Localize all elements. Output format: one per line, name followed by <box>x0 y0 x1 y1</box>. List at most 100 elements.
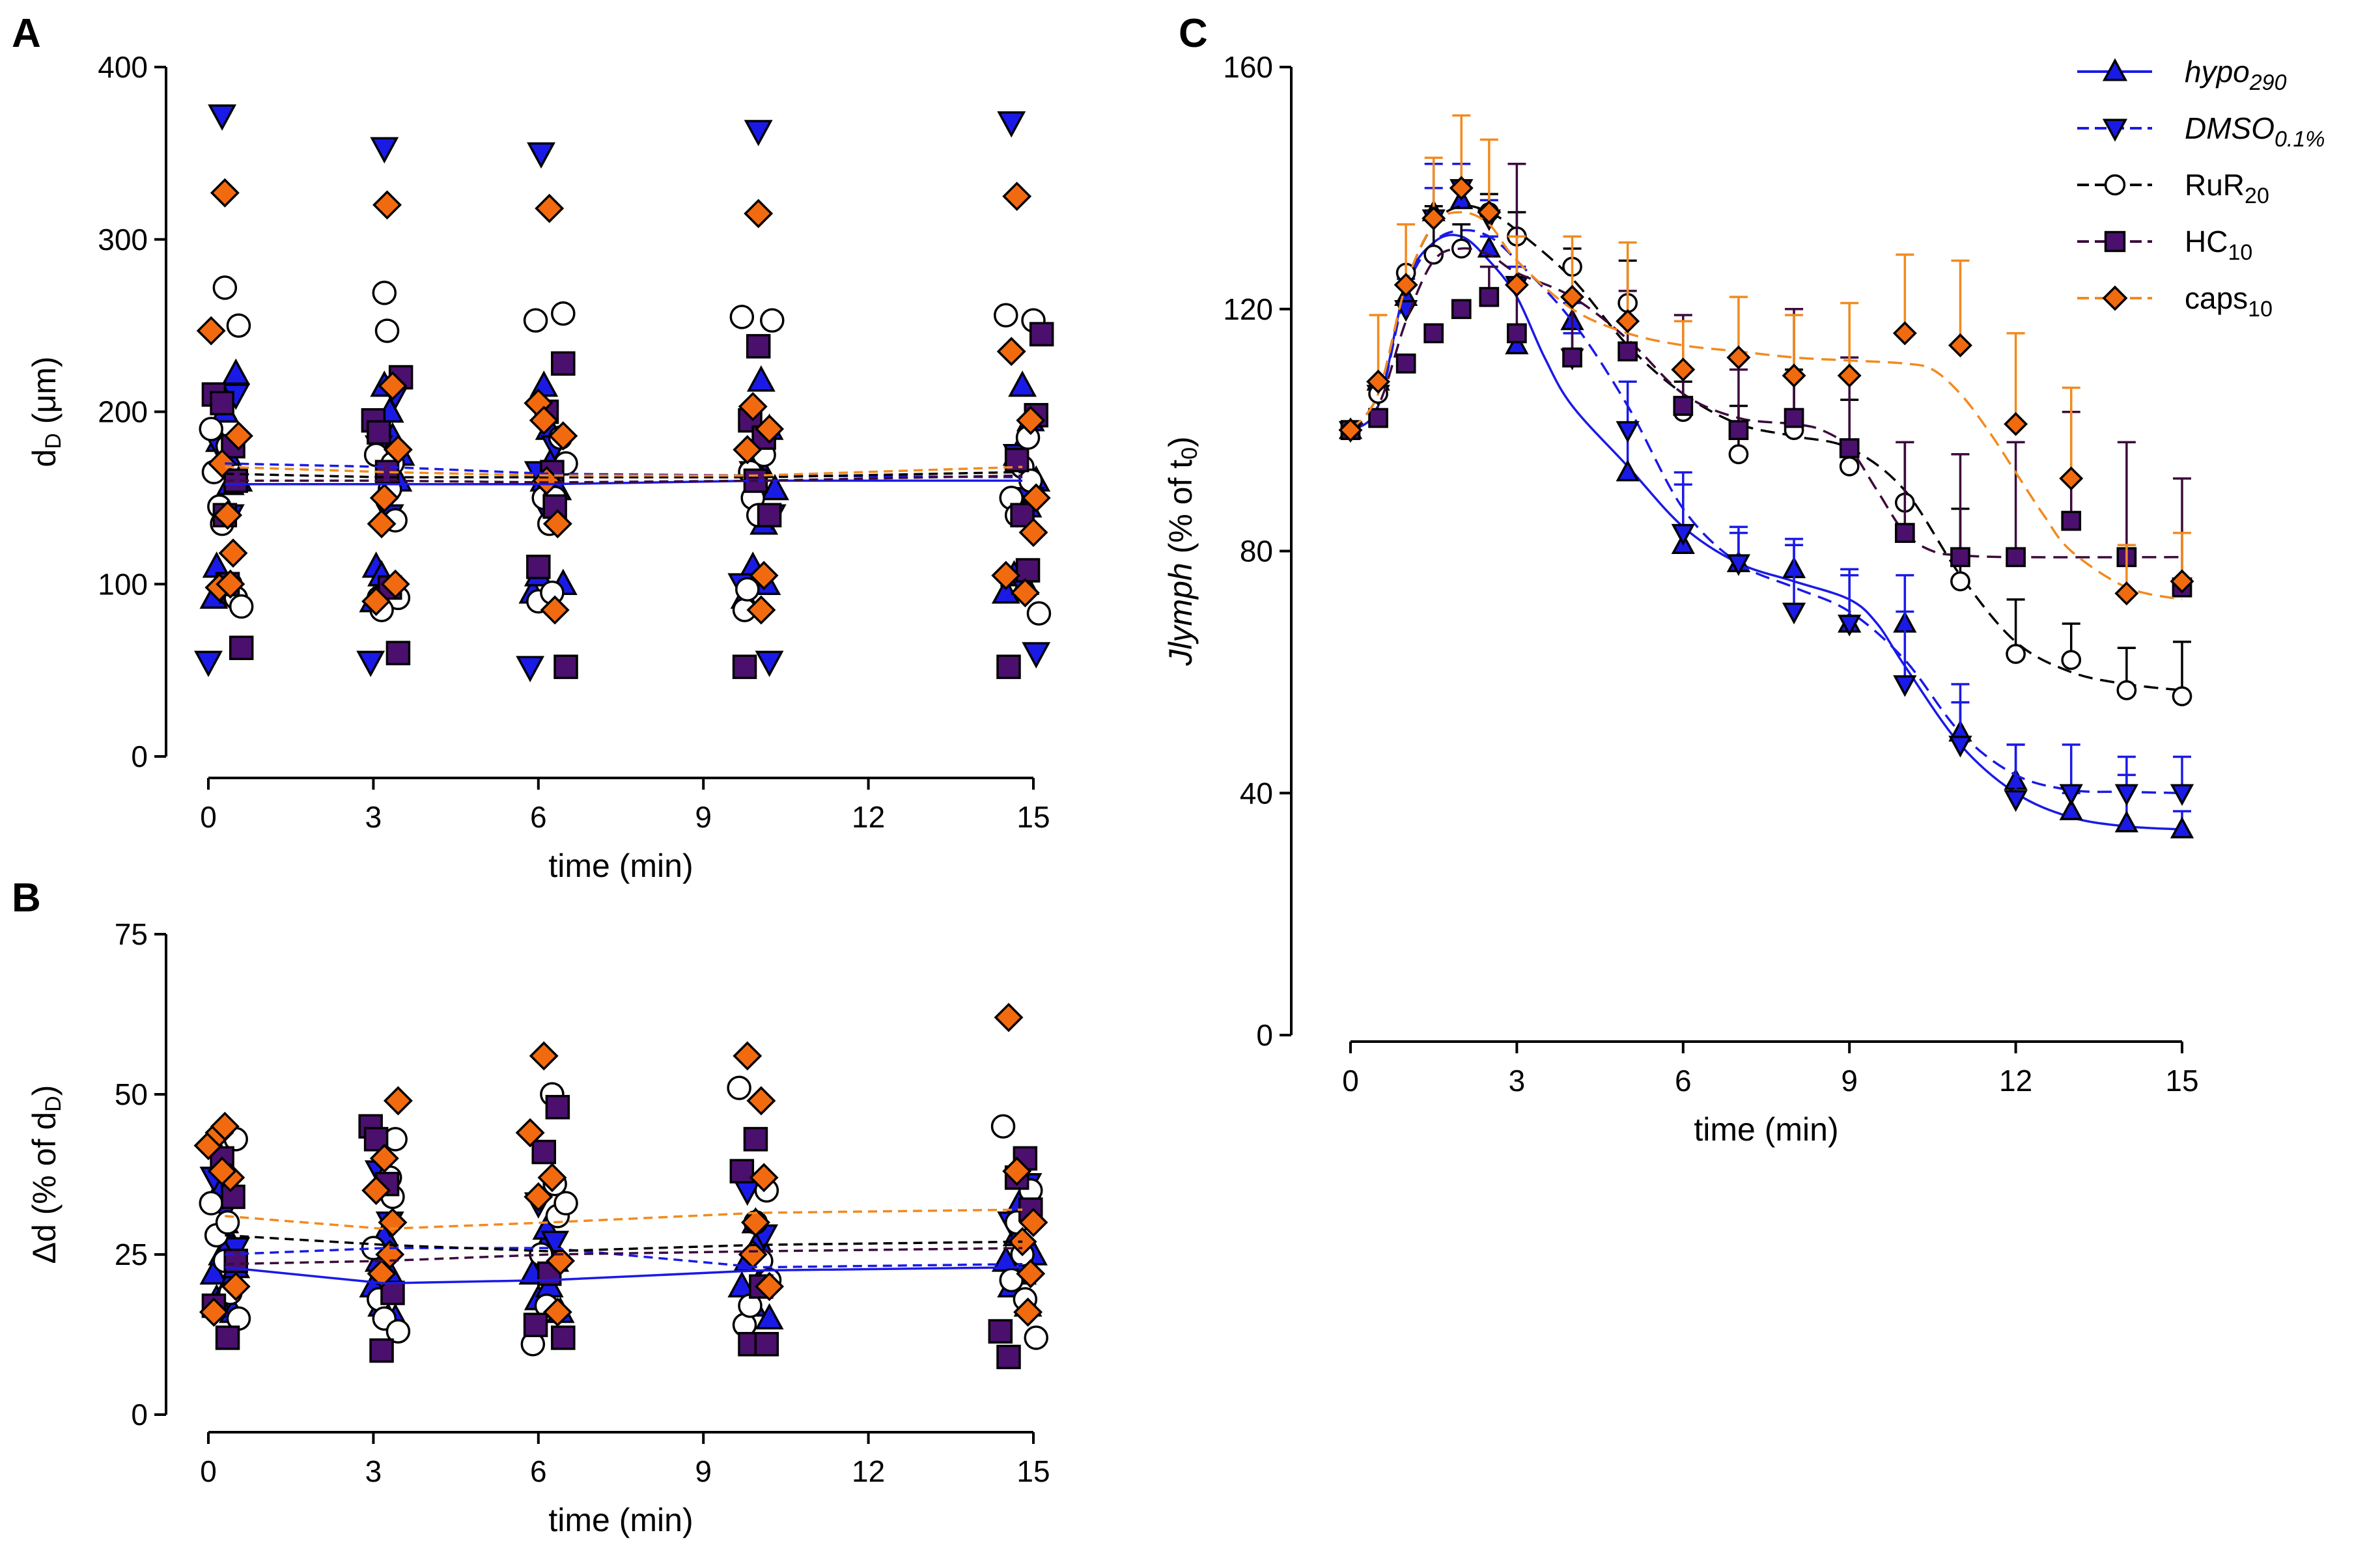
panel-a-point <box>527 142 555 169</box>
panel-c-point-caps10 <box>1671 357 1696 382</box>
panel-a-point <box>746 595 776 625</box>
panel-b-series-caps10 <box>193 1003 1048 1327</box>
legend-label: RuR20 <box>2185 168 2269 208</box>
panel-a-point <box>229 594 254 619</box>
panel-a-series-hypo290 <box>199 358 1051 613</box>
panel-b-point <box>369 1143 399 1173</box>
panel-b-x-tick-label: 9 <box>695 1454 712 1488</box>
panel-c-point-caps10 <box>1560 284 1585 309</box>
panel-a-point <box>757 503 782 528</box>
panel-c-fit-line-dmso01 <box>1349 229 2183 794</box>
panel-b-point <box>749 1163 779 1193</box>
legend-label: hypo290 <box>2185 55 2287 95</box>
panel-a-point <box>226 313 251 338</box>
panel-a-point <box>526 555 551 579</box>
legend-item-hc: HC10 <box>2077 225 2252 265</box>
panel-b-series-hypo290 <box>199 1174 1048 1330</box>
panel-c-point-caps10 <box>1421 206 1446 230</box>
panel-c-point-hc10 <box>1507 323 1527 344</box>
panel-c-point-rur20 <box>1950 571 1970 592</box>
panel-a-point <box>761 473 789 501</box>
panel-a-point <box>997 111 1026 138</box>
panel-a-point <box>551 351 576 376</box>
panel-c-point-caps10 <box>1726 345 1751 370</box>
panel-a-point <box>551 301 576 326</box>
panel-a-point <box>212 275 238 300</box>
panel-a-mean-line-caps10 <box>225 465 1023 477</box>
panel-b-point <box>546 1246 576 1276</box>
panel-a-x-tick-label: 9 <box>695 800 712 834</box>
panel-b-mean-line-caps10 <box>225 1208 1023 1230</box>
panel-a-point <box>208 104 237 131</box>
panel-a-point <box>367 420 391 445</box>
panel-b-point <box>215 1325 240 1350</box>
panel-a-x-tick-label: 15 <box>1016 800 1050 834</box>
panel-a-point <box>746 365 776 392</box>
panel-b-point <box>524 1182 553 1212</box>
legend-item-hypo: hypo290 <box>2077 55 2287 95</box>
panel-c-legend: hypo290 DMSO0.1% RuR20 HC10 caps10 <box>2077 55 2325 322</box>
panel-c-point-hc10 <box>1395 353 1416 374</box>
panel-c-point-caps10 <box>1504 273 1529 298</box>
panel-b-x-tick-label: 0 <box>200 1454 217 1488</box>
panel-a-point <box>207 449 237 478</box>
panel-c-series-hc10 <box>1340 162 2192 598</box>
panel-c-point-dmso01 <box>1838 615 1862 637</box>
panel-c-point-rur20 <box>1423 244 1444 265</box>
panel-c-x-tick-label: 6 <box>1675 1064 1692 1098</box>
panel-c-fit-line-caps10 <box>1349 211 2183 601</box>
panel-b-point <box>540 1230 570 1257</box>
legend-marker <box>2102 58 2128 81</box>
panel-a-mean-line-rur20 <box>225 471 1023 478</box>
panel-c-fit-line-hypo290 <box>1349 234 2183 831</box>
panel-a-point <box>378 371 408 401</box>
panel-a-y-tick-label: 100 <box>98 567 148 601</box>
panel-c-x-tick-label: 12 <box>1999 1064 2032 1098</box>
panel-c-point-dmso01 <box>1948 736 1972 758</box>
panel-c-point-hc10 <box>2061 510 2082 531</box>
panel-a-point <box>529 406 559 436</box>
panel-b-point <box>380 1281 405 1305</box>
panel-a-x-tick-label: 12 <box>852 800 885 834</box>
panel-a-x-tick-label: 6 <box>530 800 547 834</box>
panel-b-series-hc10 <box>201 1094 1043 1370</box>
panel-c-point-caps10 <box>1782 363 1806 388</box>
panel-a-point <box>372 190 402 220</box>
panel-a-point <box>361 587 391 616</box>
panel-c-point-hc10 <box>1562 347 1582 368</box>
panel-b-point <box>1024 1325 1048 1350</box>
panel-b-point <box>529 1041 559 1071</box>
panel-a-x-tick-label: 0 <box>200 800 217 834</box>
panel-c-fit-line-rur20 <box>1349 204 2183 691</box>
panel-a-point <box>553 654 578 680</box>
panel-b-point <box>537 1163 567 1193</box>
panel-c-point-caps10 <box>1393 273 1418 298</box>
panel-c-point-hc10 <box>1423 323 1444 344</box>
panel-c-point-hypo290 <box>2114 810 2139 833</box>
panel-a-point <box>996 654 1021 680</box>
panel-c-point-caps10 <box>2170 569 2194 594</box>
panel-b-point <box>545 1094 570 1120</box>
legend-item-rur: RuR20 <box>2077 168 2269 208</box>
panel-b-x-tick-label: 12 <box>852 1454 885 1488</box>
panel-a-point <box>733 435 763 465</box>
panel-c-point-rur20 <box>2061 650 2082 671</box>
panel-c-point-rur20 <box>2116 680 2137 700</box>
panel-a-point <box>1029 322 1054 347</box>
panel-a-point <box>213 500 243 530</box>
panel-b-point <box>996 1344 1021 1370</box>
panel-a-x-axis-label: time (min) <box>548 848 693 884</box>
panel-b-point <box>553 1191 578 1216</box>
panel-b-point <box>363 1127 389 1152</box>
panel-b-point <box>755 1271 785 1301</box>
panel-a-point <box>729 305 755 329</box>
panel-a-point <box>735 577 760 602</box>
panel-b-point <box>542 1297 572 1327</box>
panel-c-point-caps10 <box>1616 309 1640 333</box>
panel-a-point <box>370 137 399 164</box>
panel-c-point-dmso01 <box>2114 784 2139 806</box>
panel-a-point <box>194 650 223 678</box>
panel-c-point-caps10 <box>1449 176 1474 201</box>
panel-a-y-tick-label: 400 <box>98 50 148 84</box>
panel-b-point <box>746 1086 776 1116</box>
